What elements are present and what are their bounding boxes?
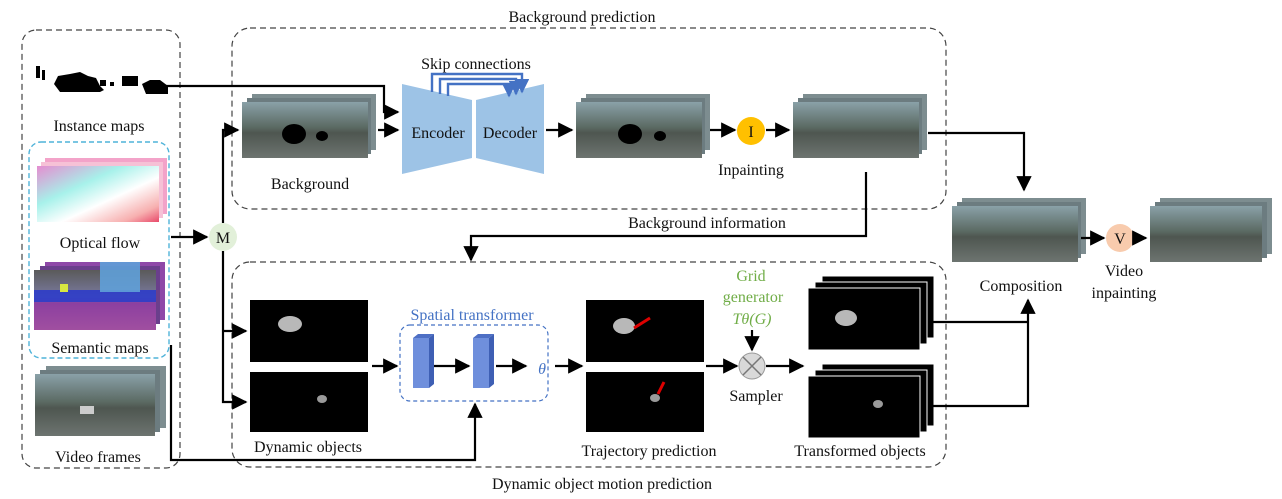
skip-connection-arrows: [430, 72, 530, 98]
encoder-output-stack: [576, 94, 710, 158]
sampler-label: Sampler: [729, 388, 783, 405]
background-prediction-title: Background prediction: [508, 9, 655, 26]
sampler-node: [738, 352, 766, 380]
composition-label: Composition: [980, 278, 1063, 295]
transformed-objects-stack-2: [807, 363, 935, 439]
merge-node: [209, 223, 237, 251]
st-layer-2: [473, 334, 494, 388]
inpainting-label: Inpainting: [718, 162, 784, 179]
spatial-transformer-box: [399, 324, 549, 402]
grid-generator-line2: generator: [723, 289, 784, 306]
video-inpainting-line1: Video: [1105, 263, 1143, 280]
decoder-block: [476, 84, 544, 174]
video-inpainting-line2: inpainting: [1092, 285, 1157, 302]
decoder-label: Decoder: [483, 125, 538, 142]
instance-maps-image: [36, 66, 168, 94]
video-frames-stack: [35, 366, 166, 436]
background-information-label: Background information: [628, 215, 786, 232]
grid-generator-formula: Tθ(G): [733, 311, 772, 328]
inpainting-node: [737, 117, 765, 145]
dynamic-object-2: [250, 372, 368, 432]
trajectory-prediction-label: Trajectory prediction: [582, 443, 717, 460]
trajectory-frame-2: [586, 372, 704, 432]
encoder-label: Encoder: [411, 125, 465, 142]
instance-maps-label: Instance maps: [53, 118, 144, 135]
motion-prediction-panel: [231, 261, 947, 468]
dynamic-objects-label: Dynamic objects: [254, 439, 362, 456]
motion-prediction-title: Dynamic object motion prediction: [492, 476, 712, 493]
background-label: Background: [271, 176, 349, 193]
skip-connections-label: Skip connections: [421, 56, 531, 73]
input-panel: [21, 29, 181, 469]
inpainted-background-stack: [793, 94, 927, 158]
semantic-maps-label: Semantic maps: [51, 340, 148, 357]
encoder-block: [402, 84, 472, 174]
st-layer-1: [413, 334, 434, 388]
dynamic-object-1: [250, 300, 368, 362]
final-video-stack: [1150, 198, 1272, 262]
grid-generator-line1: Grid: [736, 268, 765, 285]
video-inpainting-symbol: V: [1114, 231, 1126, 248]
flow-semantic-group: [28, 141, 170, 359]
video-frames-label: Video frames: [55, 449, 141, 466]
composition-stack: [952, 198, 1086, 262]
flow-arrows: [165, 84, 1148, 462]
optical-flow-label: Optical flow: [60, 235, 141, 252]
transformed-objects-label: Transformed objects: [794, 443, 925, 460]
optical-flow-stack: [37, 158, 167, 222]
spatial-transformer-label: Spatial transformer: [410, 307, 534, 324]
theta-symbol: θ: [538, 361, 546, 378]
background-image-stack: [242, 94, 376, 158]
trajectory-frame-1: [586, 300, 704, 362]
transformed-objects-stack-1: [807, 275, 935, 351]
video-inpainting-node: [1106, 224, 1134, 252]
inpainting-symbol: I: [748, 124, 753, 141]
merge-symbol: M: [216, 230, 230, 247]
semantic-maps-stack: [34, 262, 165, 330]
